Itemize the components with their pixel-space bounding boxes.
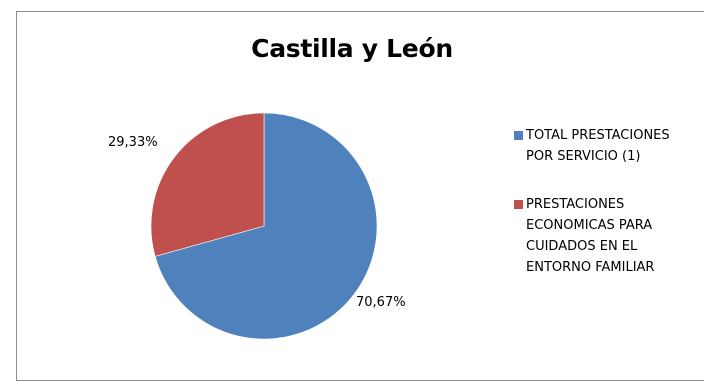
legend: TOTAL PRESTACIONES POR SERVICIO (1) PREST… (514, 125, 704, 278)
legend-label-line: ECONOMICAS PARA (526, 218, 653, 233)
chart-title: Castilla y León (251, 34, 453, 63)
pie-chart (150, 112, 378, 340)
legend-label-line: TOTAL PRESTACIONES (526, 128, 670, 143)
legend-label-line: PRESTACIONES (526, 197, 625, 212)
legend-label: TOTAL PRESTACIONES POR SERVICIO (1) (526, 125, 704, 167)
legend-label-line: CUIDADOS EN EL (526, 239, 638, 254)
legend-entry-prestaciones-economicas: PRESTACIONES ECONOMICAS PARA CUIDADOS EN E… (514, 194, 704, 278)
pie-slice-total-prestaciones (154, 112, 378, 340)
data-label-prestaciones-economicas: 29,33% (108, 135, 158, 150)
legend-label-line: ENTORNO FAMILIAR (526, 260, 655, 275)
legend-swatch-red (514, 200, 523, 209)
legend-label-line: POR SERVICIO (1) (526, 149, 641, 164)
legend-label: PRESTACIONES ECONOMICAS PARA CUIDADOS EN E… (526, 194, 704, 278)
legend-swatch-blue (514, 131, 523, 140)
legend-entry-total-prestaciones: TOTAL PRESTACIONES POR SERVICIO (1) (514, 125, 704, 167)
pie-slice-prestaciones-economicas (150, 112, 265, 257)
data-label-total-prestaciones: 70,67% (356, 295, 406, 310)
